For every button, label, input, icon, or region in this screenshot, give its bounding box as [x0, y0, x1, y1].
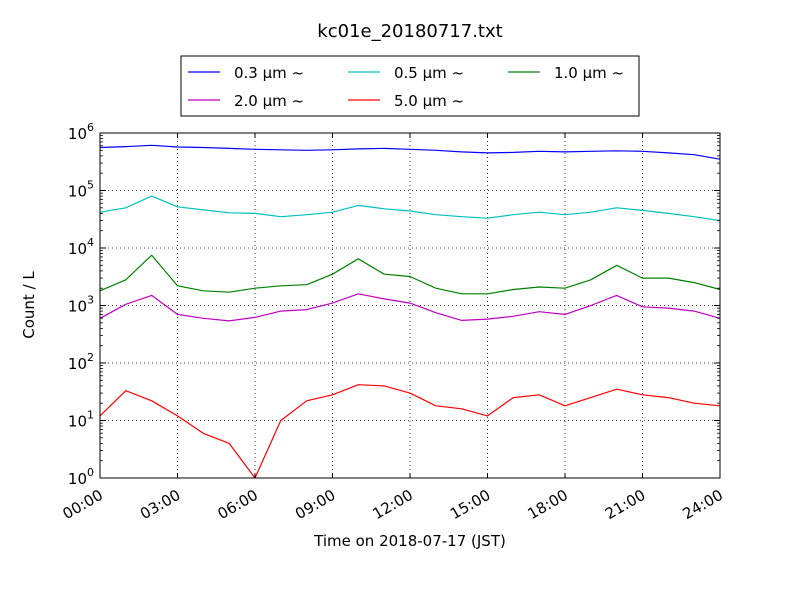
legend-frame [180, 55, 640, 117]
y-axis-label: Count / L [20, 271, 38, 339]
x-tick-label: 18:00 [525, 486, 571, 523]
grid [100, 133, 720, 478]
legend-label: 2.0 μm ~ [234, 92, 304, 110]
y-tick-label: 102 [68, 351, 94, 373]
y-tick-label: 100 [68, 466, 94, 488]
series-line-4 [99, 384, 721, 479]
y-tick-label: 106 [68, 121, 94, 143]
x-tick-labels: 00:00 03:00 06:00 09:00 12:00 15:00 18:00 21:00… [60, 486, 726, 523]
y-tick-label: 103 [68, 294, 94, 316]
legend-label: 5.0 μm ~ [394, 92, 464, 110]
chart-title: kc01e_20180717.txt [317, 21, 502, 42]
ticks [99, 132, 721, 479]
y-tick-label: 105 [68, 179, 94, 201]
x-tick-label: 00:00 [60, 486, 106, 523]
x-axis-label: Time on 2018-07-17 (JST) [313, 532, 506, 550]
series-line-0 [99, 144, 721, 160]
x-tick-label: 24:00 [680, 486, 726, 523]
legend-label: 0.5 μm ~ [394, 64, 464, 82]
y-tick-label: 104 [68, 236, 94, 258]
x-tick-label: 06:00 [215, 486, 261, 523]
legend-label: 1.0 μm ~ [554, 64, 624, 82]
x-tick-label: 09:00 [292, 486, 338, 523]
x-tick-label: 15:00 [447, 486, 493, 523]
y-tick-labels: 100 101 102 103 104 105 106 [68, 121, 94, 488]
legend-label: 0.3 μm ~ [234, 64, 304, 82]
series-layer [99, 144, 721, 479]
series-line-2 [99, 254, 721, 295]
y-tick-label: 101 [68, 409, 94, 431]
legend: 0.3 μm ~ 0.5 μm ~ 1.0 μm ~ 2.0 μm ~ 5.0 μm ~ [180, 55, 640, 117]
x-tick-label: 21:00 [602, 486, 648, 523]
series-line-1 [99, 195, 721, 222]
series-line-3 [99, 293, 721, 322]
x-tick-label: 12:00 [370, 486, 416, 523]
x-tick-label: 03:00 [137, 486, 183, 523]
